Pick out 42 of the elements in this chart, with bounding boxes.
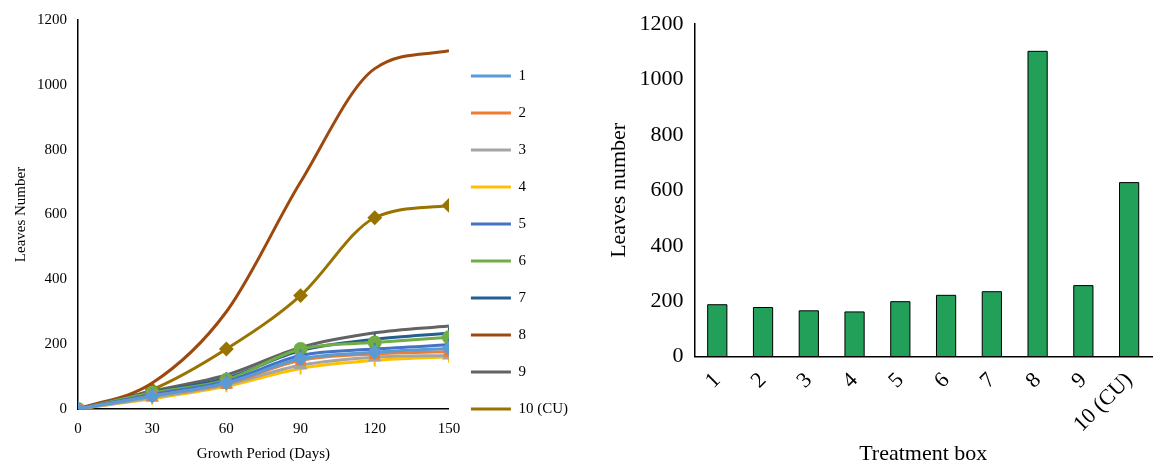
x-axis-title: Treatment box xyxy=(859,439,988,465)
x-axis-title: Growth Period (Days) xyxy=(196,444,331,462)
legend-label: 4 xyxy=(518,177,527,194)
x-tick-label: 8 xyxy=(1019,366,1046,393)
x-tick-label: 60 xyxy=(218,419,234,436)
x-tick-label: 30 xyxy=(144,419,160,436)
legend-label: 7 xyxy=(518,288,527,305)
legend-label: 6 xyxy=(518,251,527,268)
x-tick-label: 3 xyxy=(790,366,817,393)
x-tick-label: 150 xyxy=(437,419,461,436)
y-tick-label: 1200 xyxy=(37,10,67,27)
legend-label: 1 xyxy=(518,66,526,83)
y-tick-label: 400 xyxy=(650,231,684,257)
y-axis-title: Leaves number xyxy=(604,122,630,258)
x-tick-label: 2 xyxy=(745,366,771,393)
x-tick-label: 9 xyxy=(1065,366,1091,393)
y-tick-label: 800 xyxy=(44,140,67,157)
y-tick-label: 600 xyxy=(44,205,67,222)
x-tick-label: 90 xyxy=(293,419,309,436)
y-tick-label: 800 xyxy=(650,120,684,146)
legend-label: 2 xyxy=(518,103,526,120)
y-axis-title: Leaves Number xyxy=(11,166,28,263)
legend-label: 8 xyxy=(518,325,526,342)
x-tick-label: 120 xyxy=(363,419,386,436)
legend-label: 5 xyxy=(518,214,526,231)
y-tick-label: 600 xyxy=(650,176,684,202)
x-tick-label: 0 xyxy=(74,419,82,436)
legend-label: 10 (CU) xyxy=(518,399,568,417)
legend-label: 3 xyxy=(518,140,526,157)
x-tick-label: 6 xyxy=(928,366,954,393)
y-tick-label: 400 xyxy=(44,270,67,287)
y-tick-label: 1000 xyxy=(37,75,67,92)
y-tick-label: 1200 xyxy=(639,9,684,35)
y-tick-label: 200 xyxy=(650,286,684,312)
y-tick-label: 0 xyxy=(672,342,684,368)
x-tick-label: 5 xyxy=(882,366,908,393)
y-tick-label: 1000 xyxy=(639,65,684,91)
x-tick-label: 4 xyxy=(836,366,863,393)
y-tick-label: 0 xyxy=(59,399,67,416)
x-tick-label: 7 xyxy=(974,366,1000,393)
y-tick-label: 200 xyxy=(44,335,67,352)
x-tick-label: 1 xyxy=(699,366,725,393)
